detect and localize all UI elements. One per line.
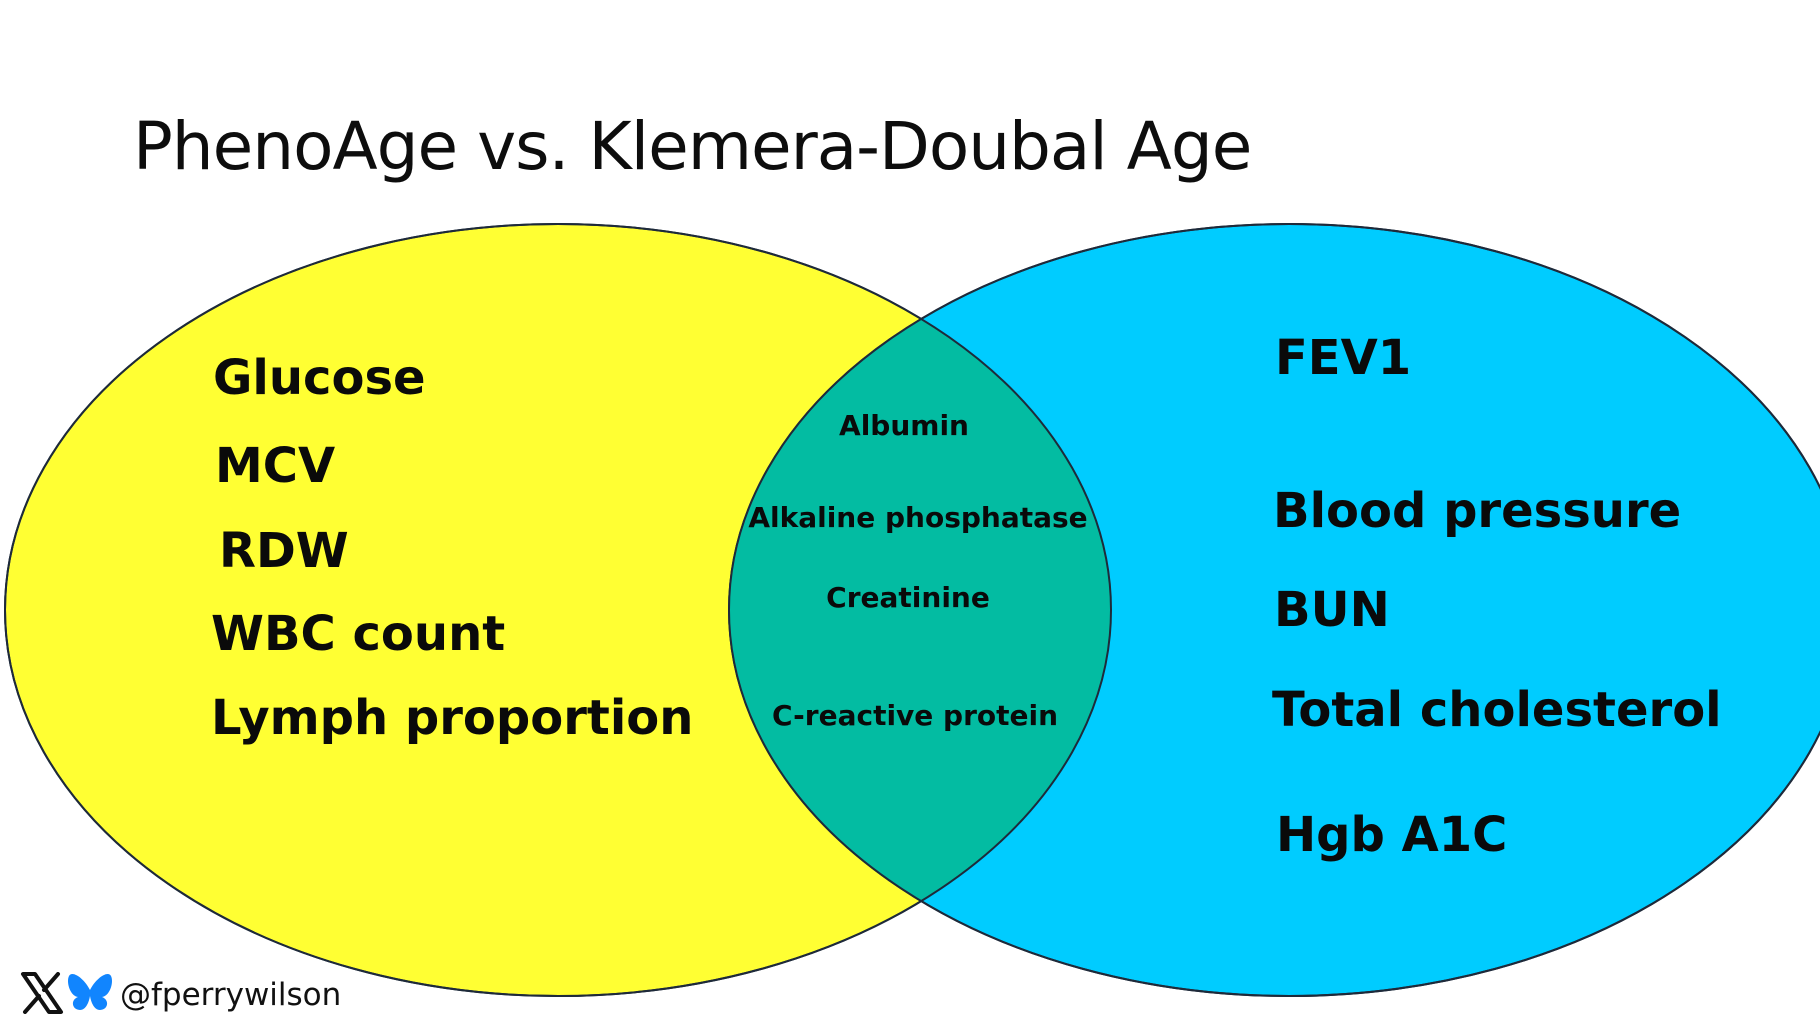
slide-title: PhenoAge vs. Klemera-Doubal Age	[133, 108, 1252, 185]
left-item-lymph-proportion: Lymph proportion	[211, 690, 694, 746]
right-item-fev1: FEV1	[1275, 330, 1412, 386]
x-logo-icon	[20, 971, 64, 1019]
right-item-total-cholesterol: Total cholesterol	[1272, 682, 1722, 738]
left-circle-outline	[4, 223, 1112, 997]
bluesky-butterfly-icon	[66, 972, 114, 1019]
overlap-region	[729, 224, 1111, 996]
right-item-blood-pressure: Blood pressure	[1273, 483, 1682, 539]
overlap-item-creatinine: Creatinine	[826, 581, 990, 614]
right-item-hgb-a1c: Hgb A1C	[1276, 807, 1508, 863]
left-item-wbc-count: WBC count	[211, 606, 506, 662]
right-item-bun: BUN	[1274, 582, 1390, 638]
overlap-item-c-reactive-protein: C-reactive protein	[771, 699, 1059, 732]
right-circle-outline	[728, 223, 1820, 997]
overlap-item-albumin: Albumin	[839, 409, 969, 442]
left-item-glucose: Glucose	[213, 350, 426, 406]
left-item-rdw: RDW	[219, 523, 349, 579]
social-handle-row: @fperrywilson	[20, 971, 342, 1019]
social-handle[interactable]: @fperrywilson	[120, 977, 342, 1013]
overlap-item-alkaline-phosphatase: Alkaline phosphatase	[748, 501, 1088, 534]
left-item-mcv: MCV	[215, 438, 336, 494]
